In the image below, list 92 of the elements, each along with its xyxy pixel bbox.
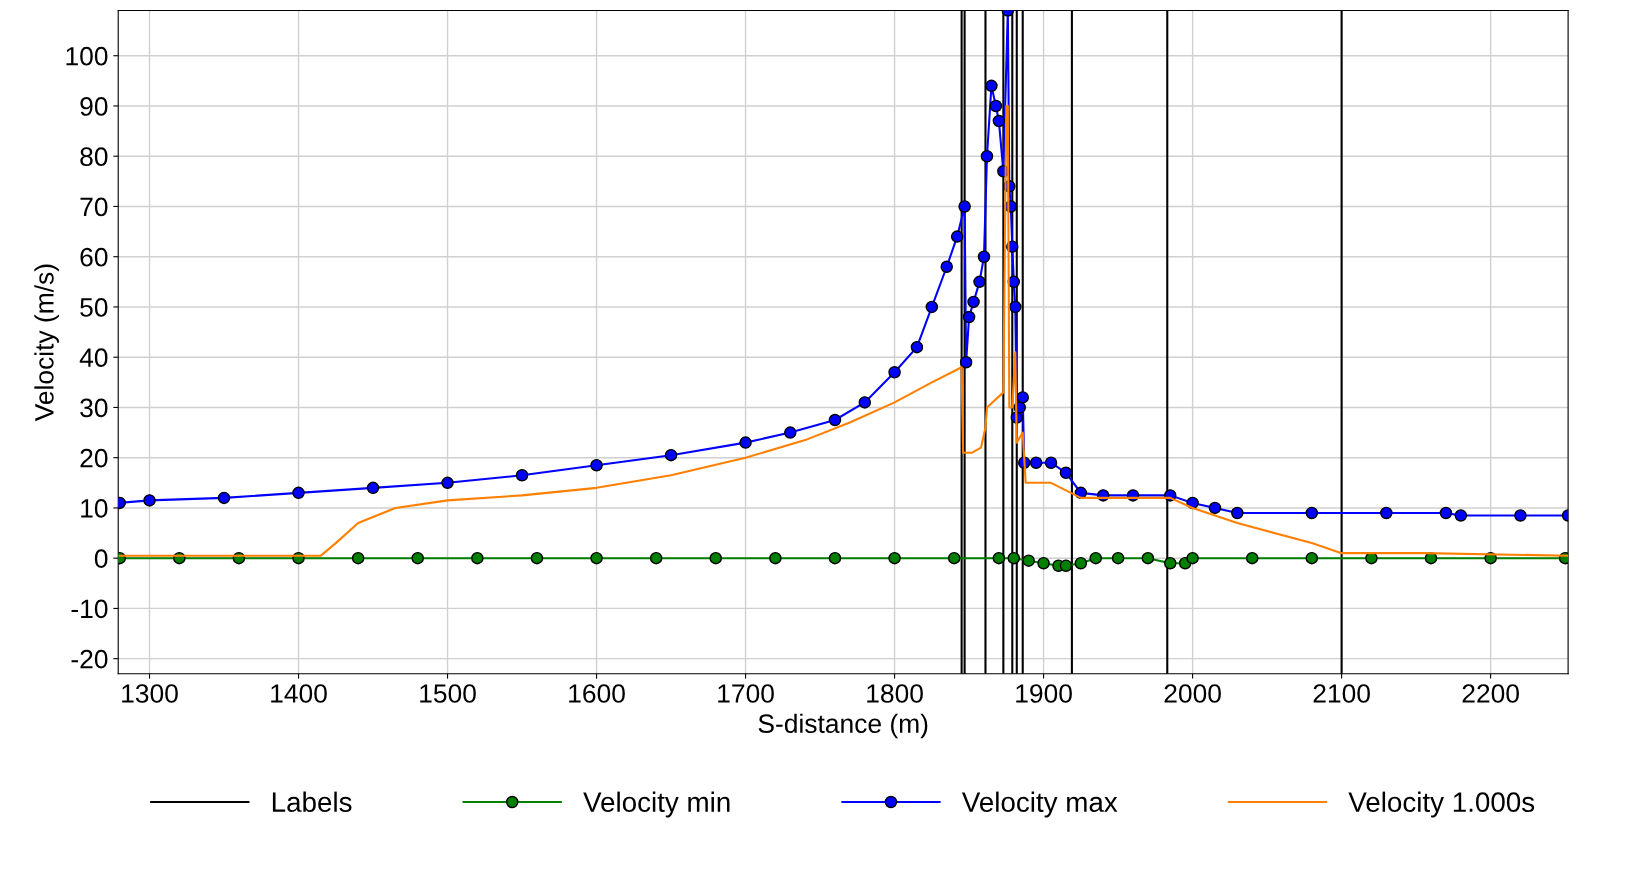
point xyxy=(1141,551,1155,565)
point xyxy=(985,79,998,93)
point xyxy=(828,551,842,565)
point xyxy=(664,448,678,462)
point xyxy=(947,551,961,565)
point xyxy=(1514,509,1527,522)
y-axis-title: Velocity (m/s) xyxy=(34,264,59,422)
x-tick-label: 1700 xyxy=(718,684,774,703)
point xyxy=(958,200,971,213)
point xyxy=(967,295,980,309)
point xyxy=(1380,506,1393,520)
x-tick-label: 2000 xyxy=(1164,684,1221,703)
y-tick-label: -20 xyxy=(71,649,108,669)
legend-label: Velocity min xyxy=(583,791,730,818)
point xyxy=(1111,551,1125,565)
legend-label: Labels xyxy=(272,791,352,813)
point xyxy=(217,491,231,505)
legend-label: Velocity max xyxy=(961,791,1118,818)
point xyxy=(1305,551,1319,565)
point xyxy=(992,114,1006,128)
y-tick-label: 80 xyxy=(80,147,108,167)
point xyxy=(590,458,603,472)
point xyxy=(888,366,901,379)
point xyxy=(962,310,976,324)
x-axis-title: S-distance (m) xyxy=(758,713,928,739)
point xyxy=(351,551,365,565)
point xyxy=(1305,506,1319,520)
point xyxy=(1044,456,1058,469)
point xyxy=(950,230,964,243)
x-tick-label: 1600 xyxy=(569,684,625,703)
y-tick-label: 30 xyxy=(80,398,108,418)
point xyxy=(925,300,939,314)
y-tick-label: -10 xyxy=(71,599,108,619)
point xyxy=(858,396,872,409)
point xyxy=(1059,466,1073,480)
y-tick-label: 10 xyxy=(81,499,108,518)
x-tick-label: 1300 xyxy=(122,684,178,703)
x-tick-label: 2100 xyxy=(1313,684,1370,703)
y-tick-label: 60 xyxy=(80,247,108,267)
point xyxy=(888,551,901,565)
point xyxy=(1231,506,1244,520)
point xyxy=(292,486,305,500)
x-tick-label: 1800 xyxy=(867,684,923,703)
point xyxy=(1059,559,1073,572)
point xyxy=(1022,554,1035,567)
point xyxy=(739,436,752,449)
point xyxy=(366,481,380,495)
point xyxy=(1245,551,1259,565)
point xyxy=(980,149,994,163)
y-tick-label: 90 xyxy=(80,97,108,116)
point xyxy=(1454,509,1468,522)
point xyxy=(1074,556,1088,570)
y-tick-label: 20 xyxy=(80,448,108,468)
point xyxy=(977,250,991,263)
point xyxy=(1439,506,1453,520)
point xyxy=(143,494,156,507)
point xyxy=(959,355,973,369)
y-tick-label: 70 xyxy=(80,197,108,217)
point xyxy=(649,551,663,565)
y-tick-label: 100 xyxy=(66,46,108,66)
point xyxy=(515,469,529,482)
point xyxy=(1029,456,1043,469)
point xyxy=(1163,556,1177,570)
x-tick-label: 1900 xyxy=(1016,684,1072,703)
point xyxy=(828,413,842,427)
point xyxy=(973,275,986,289)
point xyxy=(1016,391,1029,404)
point xyxy=(411,551,424,565)
point xyxy=(471,551,484,565)
point xyxy=(940,260,953,274)
point xyxy=(1009,300,1022,314)
point xyxy=(910,340,924,354)
y-tick-label: 40 xyxy=(79,348,108,368)
point xyxy=(992,551,1006,565)
point xyxy=(989,99,1003,113)
point xyxy=(590,551,603,565)
x-tick-label: 1400 xyxy=(271,684,327,703)
point xyxy=(784,426,797,439)
point xyxy=(1007,551,1021,565)
y-tick-label: 50 xyxy=(80,298,108,317)
y-tick-label: 0 xyxy=(94,549,108,569)
point xyxy=(1037,556,1050,570)
point xyxy=(1208,501,1222,515)
point xyxy=(530,551,544,565)
point xyxy=(1186,551,1199,565)
point xyxy=(441,476,454,490)
point xyxy=(1089,551,1102,565)
legend-label: Velocity 1.000s xyxy=(1348,791,1535,818)
point xyxy=(709,551,723,565)
point xyxy=(769,551,782,565)
x-tick-label: 1500 xyxy=(420,684,476,703)
x-tick-label: 2200 xyxy=(1462,684,1519,703)
